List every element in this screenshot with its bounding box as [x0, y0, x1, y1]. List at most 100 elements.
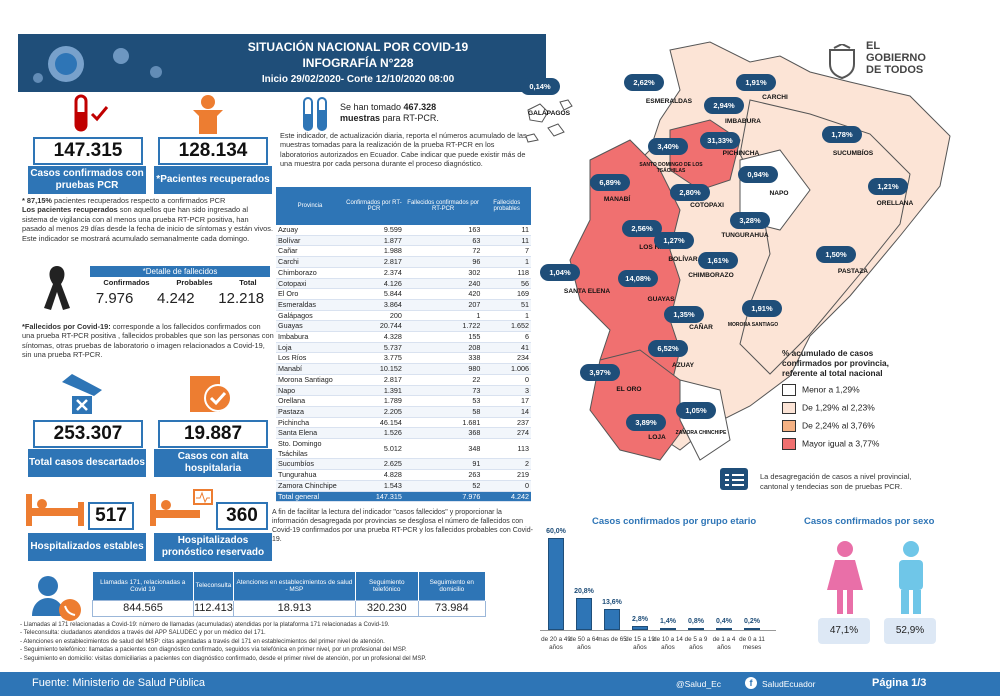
table-cell: 147.315 [344, 491, 404, 503]
table-row: Cotopaxi 4.126 240 56 [276, 278, 531, 290]
table-cell: 4.328 [344, 331, 404, 343]
table-cell: 219 [482, 469, 531, 481]
table-cell: Orellana [276, 395, 345, 407]
table-row: Orellana 1.789 53 17 [276, 395, 531, 407]
legend-item: Menor a 1,29% [782, 384, 922, 396]
table-cell: 1.789 [344, 395, 404, 407]
table-row: Sucumbíos 2.625 91 2 [276, 458, 531, 471]
logo-line-1: EL [866, 40, 881, 52]
facebook-icon[interactable]: f [745, 677, 757, 689]
facebook-handle[interactable]: SaludEcuador [762, 679, 816, 689]
table-cell: El Oro [276, 288, 345, 300]
table-cell: 5.012 [344, 438, 404, 460]
table-row: Galápagos 200 1 1 [276, 310, 531, 322]
confirmed-value: 147.315 [33, 137, 143, 165]
province-pct-badge: 3,40% [648, 138, 688, 155]
table-cell: 368 [403, 427, 483, 440]
table-row: Tungurahua 4.828 263 219 [276, 469, 531, 481]
table-cell: 3 [482, 385, 531, 397]
province-pct-badge: 0,14% [520, 78, 560, 95]
province-pct-badge: 1,91% [736, 74, 776, 91]
table-cell: 2 [482, 458, 531, 471]
province-name: NAPO [769, 190, 789, 197]
table-cell: 1.526 [344, 427, 404, 440]
call-note: - Atenciones en establecimientos de salu… [20, 637, 385, 645]
reserved-bed-icon [150, 489, 213, 526]
table-cell: 4.242 [482, 491, 531, 503]
province-name: LOS RÍOS [639, 244, 671, 251]
test-tube-icon [74, 94, 109, 132]
call-note: - Teleconsulta: ciudadanos atendidos a t… [20, 629, 266, 637]
female-figure-icon [827, 541, 863, 614]
table-row: Esmeraldas 3.864 207 51 [276, 299, 531, 311]
age-bar-label: 13,6% [602, 599, 622, 607]
table-cell: 263 [403, 469, 483, 481]
age-bar [688, 628, 704, 630]
twitter-handle[interactable]: @Salud_Ec [676, 679, 722, 689]
province-pct-badge: 1,21% [868, 178, 908, 195]
checklist-icon [720, 468, 748, 490]
age-bar-label: 1,4% [660, 617, 676, 625]
calls-value: 18.913 [232, 599, 356, 617]
table-cell: 1.006 [482, 363, 531, 375]
table-cell: 2.205 [344, 406, 404, 418]
table-cell: Pichincha [276, 417, 345, 429]
map-legend: Menor a 1,29% De 1,29% al 2,23% De 2,24% a… [782, 384, 922, 456]
province-pct-badge: 3,28% [730, 212, 770, 229]
discarded-test-icon [62, 374, 102, 414]
discarded-value: 253.307 [33, 420, 143, 448]
table-cell: 113 [482, 438, 531, 460]
table-cell: 56 [482, 278, 531, 290]
table-header: Fallecidos probables [482, 187, 531, 225]
age-bar-label: 0,4% [716, 618, 732, 625]
hospital-discharge-icon [190, 376, 232, 412]
map-legend-title: % acumulado de casos confirmados por pro… [782, 348, 889, 378]
title-line-2: INFOGRAFÍA N°228 [302, 56, 414, 70]
table-header: Confirmados por RT-PCR [344, 187, 404, 225]
table-cell: 1.877 [344, 235, 404, 247]
table-cell: 1.722 [403, 320, 483, 333]
header-banner: SITUACIÓN NACIONAL POR COVID-19 INFOGRAF… [18, 34, 546, 92]
deaths-title: *Detalle de fallecidos [90, 266, 270, 277]
calls-header: Seguimiento telefónico [355, 572, 419, 600]
calls-header: Llamadas 171, relacionadas a Covid 19 [92, 572, 194, 600]
title-line-1: SITUACIÓN NACIONAL POR COVID-19 [247, 40, 469, 54]
page-number: Página 1/3 [872, 677, 927, 689]
age-bar-label: 0,2% [744, 618, 760, 625]
table-cell: Sucumbíos [276, 458, 345, 471]
province-name: GUAYAS [647, 296, 675, 303]
tests-summary: Se han tomado 467.328 muestras para RT-P… [340, 102, 439, 123]
table-cell: 14 [482, 406, 531, 418]
province-pct-badge: 1,78% [822, 126, 862, 143]
legend-label: De 1,29% al 2,23% [802, 402, 875, 413]
table-cell: Pastaza [276, 406, 345, 418]
table-cell: 96 [403, 256, 483, 268]
table-cell: 200 [344, 310, 404, 322]
table-cell: 72 [403, 245, 483, 258]
province-pct-badge: 2,94% [704, 97, 744, 114]
table-cell: 53 [403, 395, 483, 407]
age-bar [548, 538, 564, 630]
province-name: AZUAY [671, 362, 695, 369]
table-row: Sto. Domingo Tsáchilas 5.012 348 113 [276, 438, 531, 460]
table-row: Loja 5.737 208 41 [276, 342, 531, 354]
age-bar-label: 60,0% [546, 528, 566, 535]
table-cell: 980 [403, 363, 483, 375]
table-cell: 1.652 [482, 320, 531, 333]
deaths-values: 7.976 4.242 12.218 [84, 290, 276, 307]
age-category-label: de 15 a 19 años [625, 636, 655, 651]
age-bar [632, 625, 648, 630]
table-cell: 6 [482, 331, 531, 343]
deaths-total: 12.218 [218, 290, 265, 307]
table-cell: 7.976 [403, 491, 483, 503]
calls-value: 73.984 [417, 599, 487, 617]
table-cell: 10.152 [344, 363, 404, 375]
legend-swatch [782, 420, 796, 432]
age-bar [604, 609, 620, 630]
recovered-value: 128.134 [158, 137, 268, 165]
logo-line-3: DE TODOS [866, 64, 924, 76]
calls-value: 844.565 [92, 599, 194, 617]
table-cell: Carchi [276, 256, 345, 268]
table-cell: 1.681 [403, 417, 483, 429]
province-pct-badge: 1,61% [698, 252, 738, 269]
